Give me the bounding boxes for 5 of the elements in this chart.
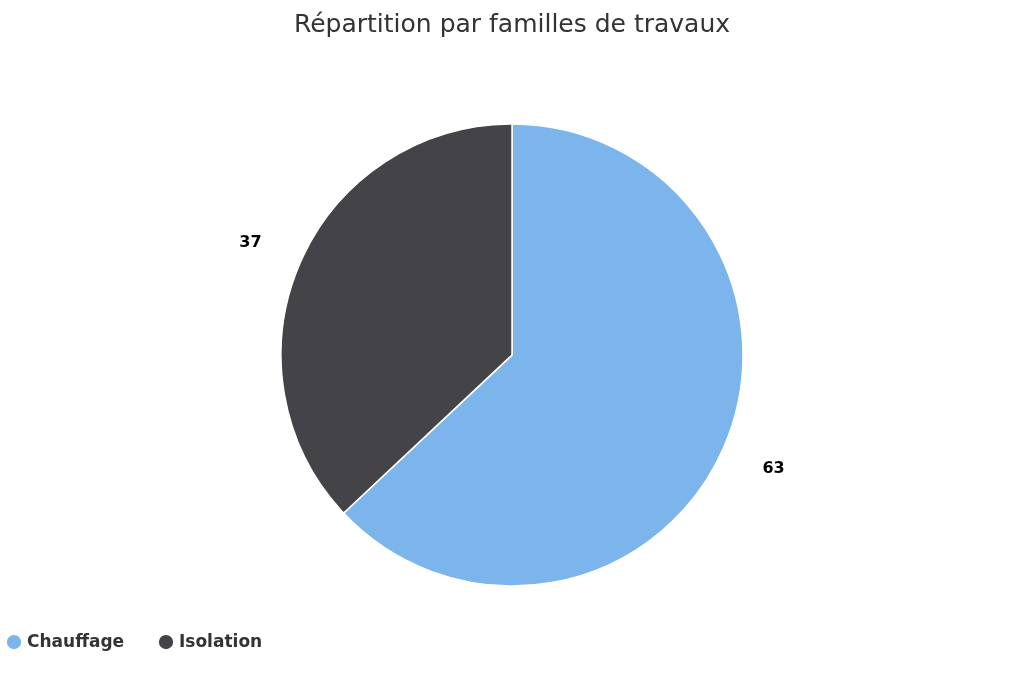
data-label: 37 <box>239 231 262 251</box>
data-label: 63 <box>762 458 785 478</box>
chart-title: Répartition par familles de travaux <box>293 9 731 38</box>
legend-label: Chauffage <box>27 631 125 652</box>
legend-label: Isolation <box>179 631 263 652</box>
